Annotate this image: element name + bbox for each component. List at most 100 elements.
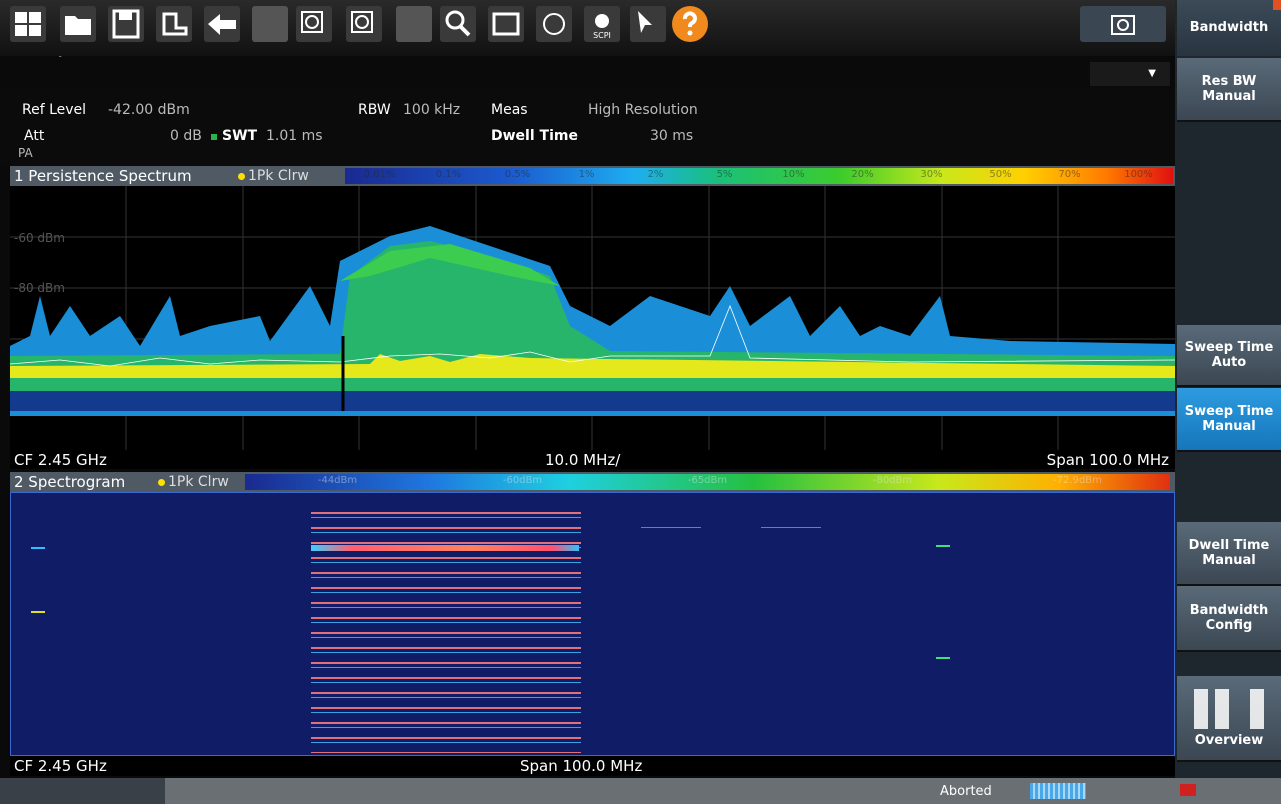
tab-dropdown[interactable]: ▼ [1090, 62, 1170, 86]
pa: PA [18, 146, 33, 160]
sync-button[interactable] [536, 6, 572, 42]
colorbar-label: 70% [1058, 169, 1081, 180]
scpi-label: SCPI [593, 31, 611, 40]
swt: 1.01 ms [266, 128, 323, 144]
spectrogram-streaks [311, 503, 581, 753]
swt-label: SWT [222, 128, 258, 144]
scpi-button[interactable]: SCPI [584, 6, 620, 42]
colorbar-label: 50% [989, 169, 1012, 180]
sidebar-button-label: Sweep Time [1184, 340, 1274, 355]
panel2-cf: CF 2.45 GHz [14, 757, 107, 775]
ref-level: -42.00 dBm [108, 102, 190, 118]
colorbar-label: 1% [578, 169, 595, 180]
persistence-plot: -80 dBm -60 dBm [10, 186, 1175, 452]
panel2-footer: CF 2.45 GHz Span 100.0 MHz [10, 756, 1175, 776]
spectrogram-colorbar: -44dBm -60dBm -65dBm -80dBm -72.9dBm [245, 474, 1170, 490]
panel2-title: 2 Spectrogram [14, 473, 126, 491]
sidebar-button[interactable]: Res BW Manual [1177, 58, 1281, 122]
sidebar-button-label: Manual [1202, 553, 1256, 568]
dwell: 30 ms [650, 128, 694, 144]
colorbar-label: 20% [851, 169, 874, 180]
sidebar-button-label: Auto [1211, 355, 1247, 370]
streak [31, 611, 45, 613]
meas-label: Meas [491, 102, 528, 118]
status-text: Aborted [940, 784, 992, 799]
overview-icon [1194, 688, 1264, 729]
panel1-span: Span 100.0 MHz [1046, 451, 1169, 469]
sidebar-button-label: Manual [1202, 89, 1256, 104]
tab-bar [0, 58, 1177, 88]
sidebar-button[interactable]: Bandwidth Config [1177, 586, 1281, 652]
panel1-trace: 1Pk Clrw [248, 168, 309, 184]
colorbar-label: -65dBm [687, 475, 728, 486]
multi-zoom-button[interactable] [346, 6, 382, 42]
pointer-button[interactable] [630, 6, 666, 42]
search-button[interactable] [440, 6, 476, 42]
sidebar-button-label: Sweep Time [1184, 404, 1274, 419]
trace-dot [238, 173, 245, 180]
help-button[interactable] [672, 6, 708, 42]
colorbar-label: 0.5% [504, 169, 531, 180]
indicator [1180, 784, 1196, 796]
att: 0 dB [170, 128, 202, 144]
streak [936, 545, 950, 547]
colorbar-label: 5% [716, 169, 733, 180]
fullscreen-button[interactable] [488, 6, 524, 42]
y-label: -80 dBm [14, 281, 65, 295]
screenshot-button[interactable] [1080, 6, 1166, 42]
zoom-button[interactable] [296, 6, 332, 42]
sidebar-button[interactable]: Sweep Time Manual [1177, 388, 1281, 452]
streak [761, 527, 821, 528]
panel2-span: Span 100.0 MHz [520, 757, 643, 775]
sidebar-button-label: Bandwidth [1189, 603, 1269, 618]
streak [641, 527, 701, 528]
print-button[interactable] [156, 6, 192, 42]
undo-button[interactable] [204, 6, 240, 42]
ref-level-label: Ref Level [22, 102, 87, 118]
save-button[interactable] [108, 6, 144, 42]
info-panel: Ref Level -42.00 dBm Att 0 dB SWT 1.01 m… [0, 88, 1177, 166]
progress [1030, 783, 1086, 799]
open-button[interactable] [60, 6, 96, 42]
sidebar-button-label: Manual [1202, 419, 1256, 434]
sidebar-button[interactable]: Overview [1177, 676, 1281, 762]
panel1-title: 1 Persistence Spectrum [14, 167, 192, 185]
sidebar-button-label: Dwell Time [1188, 538, 1270, 553]
sidebar-button-label: Res BW [1201, 74, 1257, 89]
colorbar-label: 10% [782, 169, 805, 180]
colorbar-label: 30% [920, 169, 943, 180]
colorbar-label: 100% [1124, 169, 1153, 180]
spectrogram-plot [10, 492, 1175, 756]
panel1-cf: CF 2.45 GHz [14, 451, 107, 469]
streak [31, 547, 45, 549]
status-left [0, 778, 165, 804]
rbw: 100 kHz [403, 102, 461, 118]
sidebar-button[interactable]: Sweep Time Auto [1177, 325, 1281, 387]
dwell-label: Dwell Time [491, 128, 578, 144]
colorbar-label: -60dBm [502, 475, 543, 486]
att-label: Att [24, 128, 45, 144]
colorbar-label: -72.9dBm [1053, 475, 1102, 486]
sidebar-button[interactable]: Dwell Time Manual [1177, 522, 1281, 586]
y-label: -60 dBm [14, 231, 65, 245]
redo-button[interactable] [252, 6, 288, 42]
sidebar-button-label: Config [1205, 618, 1253, 633]
trace-dot [158, 479, 165, 486]
colorbar-label: 0.1% [435, 169, 462, 180]
rbw-label: RBW [358, 102, 391, 118]
sidebar-button-label: Overview [1194, 732, 1264, 748]
streak [936, 657, 950, 659]
close-badge[interactable] [1273, 0, 1281, 10]
colorbar-label: -80dBm [872, 475, 913, 486]
colorbar-label: -44dBm [317, 475, 358, 486]
panel1-header: 1 Persistence Spectrum 1Pk Clrw 0.01% 0.1… [10, 166, 1175, 186]
persistence-colorbar: 0.01% 0.1% 0.5% 1% 2% 5% 10% 20% 30% 50% 70% 100% [345, 168, 1173, 184]
zoom-off-button[interactable] [396, 6, 432, 42]
toolbar: SCPI [0, 0, 1177, 56]
swt-dot [211, 134, 217, 140]
colorbar-label: 2% [647, 169, 664, 180]
panel1-div: 10.0 MHz/ [545, 451, 621, 469]
windows-button[interactable] [10, 6, 46, 42]
colorbar-label: 0.01% [363, 169, 396, 180]
